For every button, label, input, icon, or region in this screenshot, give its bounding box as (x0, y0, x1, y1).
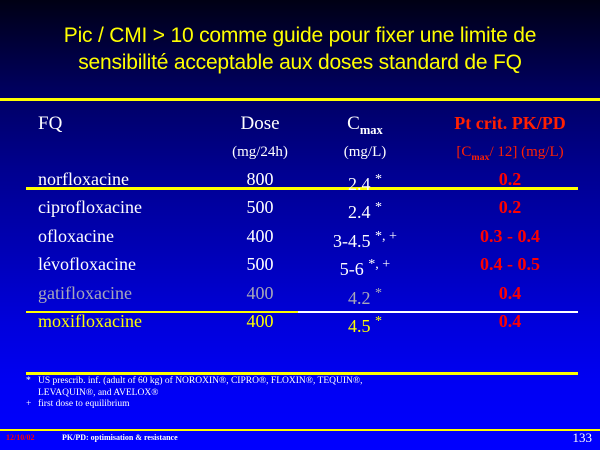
crit-unit: (mg/L) (521, 143, 564, 160)
cell-cmax: 2.4 * (310, 196, 420, 225)
cell-cmax-value: 4.2 (347, 287, 371, 308)
col-header-dose-unit: (mg/24h) (232, 143, 288, 160)
cell-cmax-footnote-marks: * (374, 199, 382, 216)
footnote-marker: * (26, 376, 31, 386)
cell-cmax-footnote-marks: * (374, 313, 382, 330)
table-row: ofloxacine 400 3-4.5 *, + 0.3 - 0.4 (0, 225, 600, 254)
cell-cmax-footnote-marks: *, + (368, 256, 391, 273)
divider-midtable-left (26, 311, 298, 313)
cell-cmax: 4.2 * (310, 282, 420, 311)
cell-critical-point: 0.2 (498, 168, 522, 189)
col-header-dose: Dose (240, 113, 280, 134)
footer-subject: PK/PD: optimisation & resistance (62, 433, 178, 442)
page-title: Pic / CMI > 10 comme guide pour fixer un… (0, 22, 600, 76)
col-header-fq-unit (0, 142, 210, 168)
footnote-line: * US prescrib. inf. (adult of 60 kg) of N… (26, 376, 578, 388)
cell-critical-point: 0.4 (498, 311, 522, 332)
cmax-main: C (347, 113, 360, 134)
cell-critical-point: 0.2 (498, 197, 522, 218)
cell-critical-point: 0.4 - 0.5 (480, 254, 540, 275)
cell-cmax-footnote-marks: * (374, 170, 382, 187)
cell-cmax-footnote-marks: *, + (375, 227, 397, 244)
title-line-2: sensibilité acceptable aux doses standar… (78, 51, 522, 74)
crit-open: [C (456, 143, 472, 160)
data-table: FQ Dose Cmax Pt crit. PK/PD (mg/24h) (mg… (0, 112, 600, 339)
cell-dose: 400 (246, 311, 274, 332)
table-row: moxifloxacine 400 4.5 * 0.4 (0, 310, 600, 339)
table-header-row-primary: FQ Dose Cmax Pt crit. PK/PD (0, 112, 600, 142)
footnotes-block: * US prescrib. inf. (adult of 60 kg) of N… (26, 376, 578, 411)
crit-subscript: max (471, 151, 490, 163)
cmax-subscript: max (359, 122, 383, 137)
cell-cmax: 2.4 * (310, 168, 420, 197)
cell-cmax: 4.5 * (310, 310, 420, 339)
cell-drug-name: ciprofloxacine (38, 197, 142, 218)
cell-cmax-value: 5-6 (339, 259, 364, 280)
footnote-line-continued: LEVAQUIN®, and AVELOX® (26, 388, 578, 400)
table-row: norfloxacine 800 2.4 * 0.2 (0, 168, 600, 197)
cell-cmax-value: 3-4.5 (333, 230, 371, 251)
footer-date: 12/10/02 (6, 433, 35, 442)
cell-drug-name: lévofloxacine (38, 254, 136, 275)
cell-drug-name: moxifloxacine (38, 311, 142, 332)
slide-footer: 12/10/02 PK/PD: optimisation & resistanc… (0, 430, 600, 450)
table-row: ciprofloxacine 500 2.4 * 0.2 (0, 196, 600, 225)
footnote-marker: + (26, 399, 32, 409)
footnote-line: + first dose to equilibrium (26, 399, 578, 411)
crit-divisor: / 12] (489, 143, 518, 160)
footnote-text: first dose to equilibrium (38, 399, 130, 409)
divider-footnotes (26, 372, 578, 375)
col-header-critical-formula: [Cmax/ 12] (mg/L) (420, 142, 600, 168)
cell-dose: 400 (246, 225, 274, 246)
cell-cmax: 3-4.5 *, + (310, 225, 420, 254)
cell-dose: 500 (246, 197, 274, 218)
col-header-cmax: Cmax (310, 112, 420, 142)
divider-title (0, 98, 600, 101)
divider-table-header (26, 187, 578, 190)
footnote-text: US prescrib. inf. (adult of 60 kg) of NO… (38, 376, 363, 386)
title-line-1: Pic / CMI > 10 comme guide pour fixer un… (63, 24, 537, 47)
cell-drug-name: norfloxacine (38, 168, 129, 189)
cell-cmax: 5-6 *, + (310, 253, 420, 282)
cell-drug-name: ofloxacine (38, 225, 114, 246)
cell-cmax-footnote-marks: * (374, 284, 382, 301)
cell-dose: 400 (246, 282, 274, 303)
table-header-row-units: (mg/24h) (mg/L) [Cmax/ 12] (mg/L) (0, 142, 600, 168)
cell-cmax-value: 2.4 (347, 202, 371, 223)
cell-dose: 500 (246, 254, 274, 275)
footnote-text-continued: LEVAQUIN®, and AVELOX® (38, 387, 159, 398)
col-header-critical-point: Pt crit. PK/PD (454, 113, 566, 133)
footer-page-number: 133 (572, 430, 593, 445)
cell-dose: 800 (246, 168, 274, 189)
cell-drug-name: gatifloxacine (38, 282, 132, 303)
cell-critical-point: 0.3 - 0.4 (480, 225, 540, 246)
divider-midtable-right (298, 311, 578, 313)
cell-cmax-value: 4.5 (347, 316, 371, 337)
table-row: lévofloxacine 500 5-6 *, + 0.4 - 0.5 (0, 253, 600, 282)
cell-critical-point: 0.4 (498, 282, 522, 303)
table-body: norfloxacine 800 2.4 * 0.2 ciprofloxacine 500… (0, 168, 600, 339)
table-header: FQ Dose Cmax Pt crit. PK/PD (mg/24h) (mg… (0, 112, 600, 168)
divider-footer (0, 429, 600, 431)
col-header-fq: FQ (38, 113, 63, 134)
cell-cmax-value: 2.4 (347, 173, 371, 194)
table-row: gatifloxacine 400 4.2 * 0.4 (0, 282, 600, 311)
col-header-cmax-unit: (mg/L) (343, 143, 387, 160)
